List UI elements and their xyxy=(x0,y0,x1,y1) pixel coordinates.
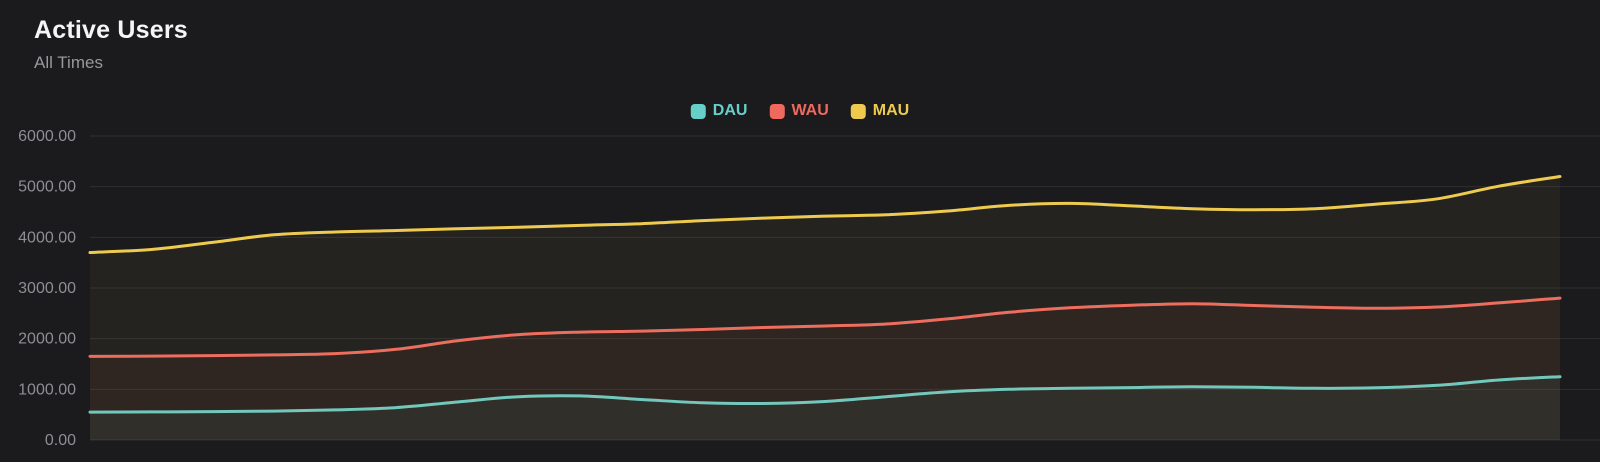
legend-label: MAU xyxy=(872,102,910,119)
legend-item-wau[interactable]: WAU xyxy=(769,102,829,120)
series-line-dau xyxy=(88,375,1562,414)
legend-item-mau[interactable]: MAU xyxy=(850,102,910,120)
legend-swatch-wau xyxy=(769,103,785,119)
series-line-mau xyxy=(88,175,1562,255)
y-tick-label: 1000.00 xyxy=(18,381,76,398)
legend-label: DAU xyxy=(712,102,748,119)
y-tick-label: 2000.00 xyxy=(18,331,76,348)
y-tick-label: 5000.00 xyxy=(18,179,76,196)
chart-legend: DAU WAU MAU xyxy=(690,102,910,120)
y-tick-label: 0.00 xyxy=(45,432,76,449)
legend-item-dau[interactable]: DAU xyxy=(690,102,748,120)
legend-label: WAU xyxy=(791,102,829,119)
legend-swatch-dau xyxy=(690,103,706,119)
y-tick-label: 4000.00 xyxy=(18,229,76,246)
series-area-mau xyxy=(90,176,1560,440)
series-area-dau xyxy=(90,376,1560,440)
chart-subtitle: All Times xyxy=(34,53,103,72)
chart-header: Active Users All Times xyxy=(34,16,188,73)
legend-swatch-mau xyxy=(850,103,866,119)
series-area-wau xyxy=(90,298,1560,440)
chart-title: Active Users xyxy=(34,16,188,44)
series-line-wau xyxy=(88,296,1562,358)
y-tick-label: 6000.00 xyxy=(18,128,76,145)
y-tick-label: 3000.00 xyxy=(18,280,76,297)
